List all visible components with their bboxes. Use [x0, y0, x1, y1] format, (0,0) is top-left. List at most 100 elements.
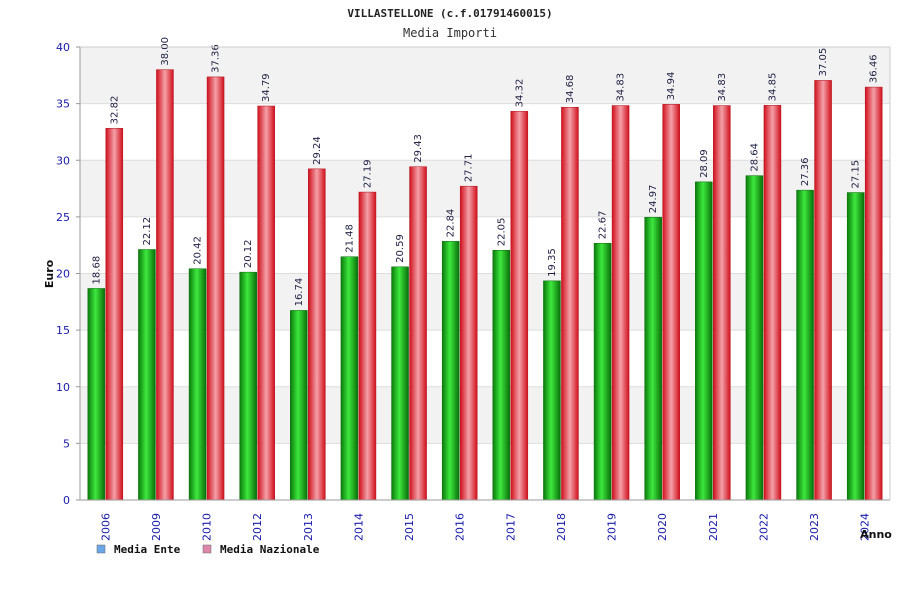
data-label-media-nazionale: 34.68 — [565, 75, 576, 104]
y-tick-label: 15 — [56, 324, 70, 337]
data-label-media-nazionale: 27.71 — [464, 154, 475, 183]
bar-media-ente — [745, 175, 764, 501]
bar-media-ente — [239, 271, 257, 501]
x-tick-label: 2019 — [606, 513, 619, 541]
legend-swatch-media-ente — [96, 544, 106, 554]
x-tick-label: 2006 — [99, 513, 112, 541]
data-label-media-ente: 24.97 — [648, 185, 659, 214]
data-labels: 18.68 32.82 22.12 38.00 20.42 37.36 20.12 34.79… — [91, 37, 879, 306]
bar-media-nazionale — [510, 111, 529, 501]
data-label-media-nazionale: 34.79 — [261, 73, 272, 102]
bar-media-ente — [138, 249, 156, 501]
data-label-media-nazionale: 36.46 — [869, 54, 880, 83]
bar-media-nazionale — [257, 105, 275, 501]
x-axis-label: Anno — [860, 528, 892, 541]
bar-media-nazionale — [358, 191, 377, 501]
data-label-media-nazionale: 34.94 — [666, 72, 677, 101]
data-label-media-ente: 27.15 — [851, 160, 862, 189]
data-label-media-ente: 22.67 — [598, 211, 609, 240]
bar-media-nazionale — [662, 104, 680, 501]
x-tick-label: 2010 — [201, 513, 214, 541]
data-label-media-nazionale: 32.82 — [109, 96, 120, 125]
bar-media-nazionale — [713, 105, 731, 501]
bar-media-ente — [796, 189, 814, 501]
y-tick-label: 0 — [63, 494, 70, 507]
x-tick-label: 2018 — [555, 513, 568, 541]
bar-media-ente — [290, 310, 308, 501]
legend: Media Ente Media Nazionale — [96, 543, 320, 556]
data-label-media-nazionale: 34.83 — [616, 73, 627, 102]
bar-media-nazionale — [459, 185, 478, 501]
data-label-media-ente: 20.59 — [395, 234, 406, 263]
x-tick-label: 2012 — [251, 513, 264, 541]
bar-media-nazionale — [409, 166, 427, 501]
x-tick-label: 2017 — [504, 513, 517, 541]
bar-media-ente — [340, 256, 359, 501]
data-label-media-ente: 20.42 — [193, 236, 204, 265]
bars — [87, 69, 883, 501]
x-tick-label: 2020 — [656, 513, 669, 541]
bar-media-ente — [492, 250, 511, 501]
x-tick-label: 2015 — [403, 513, 416, 541]
y-tick-label: 35 — [56, 98, 70, 111]
y-axis-label: Euro — [43, 259, 56, 288]
data-label-media-nazionale: 34.85 — [767, 73, 778, 102]
y-tick-label: 20 — [56, 268, 70, 281]
data-label-media-ente: 20.12 — [243, 240, 254, 269]
data-label-media-nazionale: 37.05 — [818, 48, 829, 77]
data-label-media-ente: 16.74 — [294, 278, 305, 307]
bar-media-ente — [391, 266, 409, 501]
bar-media-nazionale — [864, 86, 883, 501]
data-label-media-ente: 18.68 — [91, 256, 102, 285]
y-tick-label: 40 — [56, 41, 70, 54]
y-tick-label: 10 — [56, 381, 70, 394]
bar-media-nazionale — [206, 76, 225, 501]
bar-media-ente — [441, 241, 460, 501]
data-label-media-ente: 22.12 — [142, 217, 153, 246]
bar-media-ente — [188, 268, 207, 501]
bar-media-nazionale — [763, 105, 782, 501]
bar-media-nazionale — [561, 106, 579, 501]
x-tick-label: 2023 — [808, 513, 821, 541]
x-tick-label: 2016 — [454, 513, 467, 541]
data-label-media-ente: 21.48 — [344, 224, 355, 253]
x-tick-label: 2022 — [757, 513, 770, 541]
bar-media-nazionale — [814, 80, 832, 501]
y-tick-label: 30 — [56, 154, 70, 167]
data-label-media-nazionale: 29.24 — [312, 136, 323, 165]
x-tick-label: 2024 — [859, 513, 872, 541]
legend-label-media-ente: Media Ente — [114, 543, 181, 556]
x-tick-label: 2021 — [707, 513, 720, 541]
data-label-media-ente: 28.09 — [699, 149, 710, 178]
data-label-media-nazionale: 29.43 — [413, 134, 424, 163]
x-tick-label: 2014 — [352, 513, 365, 541]
data-label-media-nazionale: 27.19 — [362, 159, 373, 188]
data-label-media-nazionale: 37.36 — [211, 44, 222, 73]
legend-label-media-nazionale: Media Nazionale — [220, 543, 320, 556]
legend-swatch-media-nazionale — [202, 544, 212, 554]
data-label-media-nazionale: 38.00 — [160, 37, 171, 66]
data-label-media-ente: 22.05 — [496, 218, 507, 247]
data-label-media-ente: 19.35 — [547, 248, 558, 277]
data-label-media-ente: 28.64 — [749, 143, 760, 172]
bar-media-ente — [846, 192, 865, 501]
bar-media-ente — [644, 216, 662, 501]
y-tick-label: 25 — [56, 211, 70, 224]
data-label-media-ente: 27.36 — [800, 158, 811, 187]
bar-media-nazionale — [105, 128, 124, 501]
bar-media-ente — [543, 280, 561, 501]
bar-media-nazionale — [308, 168, 326, 501]
bar-media-nazionale — [156, 69, 174, 501]
bar-media-ente — [695, 181, 713, 501]
bar-media-nazionale — [611, 105, 630, 501]
bar-media-ente — [593, 243, 612, 501]
chart-subtitle: Media Importi — [403, 26, 497, 40]
chart-title: VILLASTELLONE (c.f.01791460015) — [347, 7, 552, 20]
bar-media-ente — [87, 288, 106, 501]
data-label-media-ente: 22.84 — [446, 209, 457, 238]
axes: 0 5 10 15 20 25 30 35 40 2006 2009 2010 2012 2013 2014… — [56, 41, 891, 541]
data-label-media-nazionale: 34.32 — [514, 79, 525, 108]
x-tick-label: 2009 — [150, 513, 163, 541]
data-label-media-nazionale: 34.83 — [717, 73, 728, 102]
